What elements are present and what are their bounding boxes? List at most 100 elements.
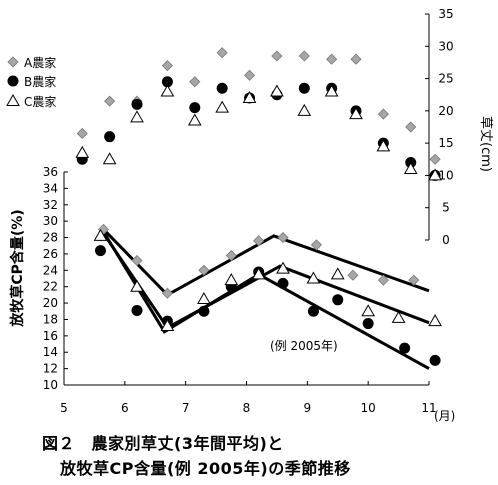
height-point — [161, 60, 173, 72]
axes: 1012141618202224262830323436051015202530… — [43, 7, 454, 415]
height-point — [377, 108, 389, 120]
x-tick-label: 9 — [304, 401, 312, 415]
cp-point — [307, 305, 319, 317]
height-point — [324, 84, 339, 97]
left-tick-label: 20 — [43, 296, 58, 310]
height-point — [187, 113, 202, 126]
x-tick-label: 8 — [243, 401, 251, 415]
height-point — [216, 47, 228, 59]
height-point — [189, 102, 201, 114]
height-point — [161, 76, 173, 88]
height-point — [216, 82, 228, 94]
height-point — [104, 95, 116, 107]
right-tick-label: 35 — [438, 7, 453, 21]
cp-point — [95, 245, 106, 257]
x-tick-label: 6 — [121, 401, 129, 415]
cp-point — [428, 314, 442, 327]
height-point — [298, 82, 310, 94]
x-tick-label: 7 — [182, 401, 190, 415]
left-tick-label: 36 — [43, 165, 58, 179]
x-tick-label: 10 — [361, 401, 376, 415]
height-point — [349, 107, 363, 120]
height-point — [242, 90, 257, 103]
cp-point — [332, 294, 344, 306]
height-point — [298, 50, 310, 62]
legend-marker-a — [7, 56, 19, 68]
cp-point — [361, 304, 376, 317]
cp-point — [391, 310, 406, 323]
height-point — [130, 110, 144, 123]
height-point — [405, 121, 417, 133]
cp-point — [277, 231, 289, 244]
legend-marker-c — [6, 93, 20, 106]
cp-point — [198, 264, 210, 276]
right-axis-label: 草丈(cm) — [478, 116, 493, 172]
caption-line-1: 図２ 農家別草丈(3年間平均)と — [42, 434, 284, 453]
cp-point — [429, 354, 441, 366]
trend-line — [102, 231, 430, 370]
x-tick-label: 11 — [421, 401, 436, 415]
legend-label-a: A農家 — [24, 55, 56, 70]
height-point — [428, 168, 442, 181]
height-point — [350, 53, 362, 65]
trend-lines — [102, 228, 430, 370]
x-tick-label: 5 — [60, 401, 68, 415]
right-tick-label: 10 — [438, 168, 453, 182]
left-axis-label: 放牧草CP含量(%) — [9, 209, 26, 327]
height-point — [326, 53, 338, 65]
cp-point — [131, 304, 143, 316]
trend-line — [102, 232, 430, 330]
cp-point — [161, 287, 173, 299]
left-tick-label: 24 — [43, 263, 58, 277]
cp-point — [408, 274, 420, 286]
x-axis-unit: (月) — [434, 409, 455, 423]
height-point — [215, 100, 230, 113]
legend-label-b: B農家 — [24, 74, 56, 89]
height-point — [102, 152, 117, 165]
cp-point — [310, 239, 323, 251]
right-tick-label: 25 — [438, 72, 453, 86]
right-tick-label: 20 — [438, 104, 453, 118]
height-point — [429, 153, 441, 165]
left-tick-label: 14 — [43, 345, 58, 359]
height-point — [403, 161, 418, 174]
cp-point — [251, 267, 266, 280]
height-point — [189, 76, 201, 88]
cp-point — [253, 235, 265, 247]
annotation: (例 2005年) — [270, 339, 338, 353]
cp-point — [130, 279, 144, 292]
right-tick-label: 0 — [442, 233, 450, 247]
cp-point — [131, 254, 143, 267]
cp-point — [330, 267, 345, 280]
height-point — [75, 145, 90, 158]
height-point — [297, 103, 312, 116]
caption-line-2: 放牧草CP含量(例 2005年)の季節推移 — [60, 459, 351, 478]
left-tick-label: 34 — [43, 181, 58, 195]
height-point — [104, 131, 116, 143]
cp-point — [377, 274, 389, 286]
right-tick-label: 5 — [442, 201, 450, 215]
cp-point — [362, 318, 374, 330]
cp-point — [276, 261, 290, 274]
cp-point — [160, 319, 175, 332]
cp-point — [399, 342, 411, 354]
cp-point — [93, 228, 108, 241]
trend-line — [102, 228, 430, 297]
height-point — [243, 69, 256, 81]
left-tick-label: 18 — [43, 312, 58, 326]
cp-point — [198, 305, 210, 317]
cp-point — [277, 277, 289, 289]
cp-point — [347, 269, 359, 281]
left-tick-label: 26 — [43, 247, 58, 261]
cp-point — [225, 249, 237, 262]
left-tick-label: 12 — [43, 362, 58, 376]
left-tick-label: 16 — [43, 329, 58, 343]
height-point — [376, 139, 391, 152]
legend-marker-b — [7, 75, 19, 87]
cp-point — [306, 271, 321, 284]
legend: A農家 B農家 C農家 — [6, 55, 56, 109]
cp-point — [224, 273, 239, 286]
height-point — [160, 84, 175, 97]
height-point — [271, 50, 283, 62]
cp-and-height-chart: 1012141618202224262830323436051015202530… — [6, 7, 493, 423]
